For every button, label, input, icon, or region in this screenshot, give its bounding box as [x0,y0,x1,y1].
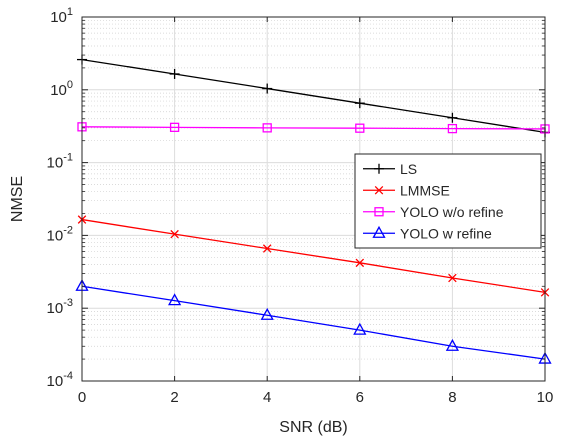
data-point-yolo-w-o-refine [447,123,458,134]
y-tick-label-exponent: -3 [63,297,73,309]
x-tick-label: 0 [78,389,86,406]
data-point-yolo-w-o-refine [262,123,272,133]
legend-label: YOLO w refine [400,225,492,241]
series-ls [77,54,550,138]
data-point-lmmse [170,229,179,239]
legend: LS LMMSE YOLO w/o refine YOLO w refine [354,153,542,249]
y-tick-label-base: 10 [47,300,64,317]
x-tick-label: 2 [170,389,178,406]
series-line-yolo-w-o-refine [81,126,546,130]
marker-stroke [170,229,179,239]
legend-label: LS [400,161,417,177]
data-point-yolo-w-refine [445,338,459,351]
data-point-yolo-w-refine [260,307,274,320]
data-point-yolo-w-o-refine [355,123,365,133]
legend-entry: LMMSE [363,182,450,198]
y-axis-title: NMSE [9,176,26,222]
y-tick-label-base: 10 [47,155,64,172]
y-tick-label: 10-2 [47,224,73,244]
legend-entry: YOLO w/o refine [363,204,504,220]
marker-stroke [355,258,365,268]
legend-box [354,153,542,249]
legend-marker [374,207,384,217]
legend-label: YOLO w/o refine [400,204,504,220]
data-point-yolo-w-refine [168,293,182,306]
marker-stroke [448,273,457,283]
y-tick-label-base: 10 [50,82,67,99]
y-tick-label-exponent: -2 [63,224,73,236]
x-tick-label: 10 [537,389,554,406]
x-axis-title: SNR (dB) [279,419,347,436]
plot-area-border [81,16,546,382]
data-point-lmmse [262,244,272,253]
data-point-lmmse [448,273,457,283]
data-point-yolo-w-refine [353,322,367,335]
legend-marker [374,185,384,195]
y-tick-label-base: 10 [47,373,64,390]
legend-label: LMMSE [400,182,450,198]
y-tick-label-exponent: 1 [67,6,73,18]
data-point-ls [262,83,273,94]
legend-entry: LS [363,161,417,177]
y-tick-label: 101 [50,6,73,26]
y-tick-label-base: 10 [47,227,64,244]
series-yolo-w-refine [75,278,552,364]
x-tick-label: 6 [356,389,364,406]
y-tick-label: 10-4 [47,370,73,390]
y-tick-label: 10-3 [47,297,73,317]
y-tick-label: 100 [50,79,73,99]
series-line-lmmse [81,218,546,294]
data-point-ls [447,112,458,123]
marker-stroke [262,244,272,253]
x-tick-label: 4 [263,389,271,406]
y-tick-label: 10-1 [47,152,73,172]
legend-marker [374,163,384,174]
data-point-ls [354,98,365,109]
x-tick-label: 8 [448,389,456,406]
y-tick-label-exponent: -1 [63,152,73,164]
data-point-ls [169,68,180,79]
legend-marker [372,225,386,238]
marker-stroke [374,185,384,195]
y-tick-label-base: 10 [50,9,67,26]
legend-entry: YOLO w refine [363,225,492,241]
data-point-yolo-w-o-refine [169,122,180,132]
data-point-lmmse [355,258,365,268]
y-tick-label-exponent: -4 [63,370,73,382]
y-tick-label-exponent: 0 [67,79,73,91]
series-line-ls [81,58,546,134]
series-line-yolo-w-refine [81,285,546,360]
